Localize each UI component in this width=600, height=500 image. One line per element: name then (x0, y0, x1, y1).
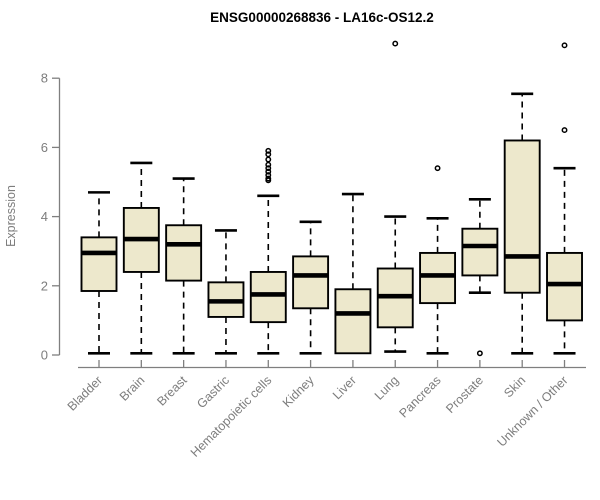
x-label-liver: Liver (330, 373, 359, 402)
outlier-point-hematopoietic-cells (265, 175, 272, 182)
boxplot-kidney (292, 220, 330, 355)
y-tick-label: 0 (41, 348, 48, 363)
boxplot-skin (503, 92, 541, 355)
x-label-pancreas: Pancreas (396, 373, 443, 420)
x-label-hematopoietic-cells: Hematopoietic cells (188, 373, 275, 460)
outlier-point-hematopoietic-cells (265, 161, 272, 168)
x-label-kidney: Kidney (280, 373, 317, 410)
x-label-bladder: Bladder (65, 373, 105, 413)
chart-title: ENSG00000268836 - LA16c-OS12.2 (210, 10, 434, 25)
x-label-group: Lung (372, 373, 402, 403)
y-axis: 0 2 4 6 8 (41, 71, 61, 363)
iqr-box-unknown-other (546, 251, 583, 322)
x-label-group: Bladder (65, 373, 105, 413)
x-label-brain: Brain (117, 373, 148, 404)
boxplot-lung (376, 40, 414, 353)
x-label-prostate: Prostate (443, 373, 486, 416)
x-label-group: Skin (501, 373, 528, 400)
y-axis-title: Expression (4, 185, 18, 247)
x-label-group: Brain (117, 373, 148, 404)
y-tick-label: 4 (41, 209, 48, 224)
outlier-point-unknown-other (561, 42, 568, 49)
boxplot-liver (334, 192, 372, 355)
boxplot-unknown-other (546, 42, 583, 355)
x-label-group: Kidney (280, 373, 317, 410)
outlier-point-hematopoietic-cells (265, 156, 272, 163)
outlier-point-hematopoietic-cells (265, 172, 272, 179)
outlier-point-unknown-other (561, 127, 568, 134)
y-tick-label: 6 (41, 140, 48, 155)
boxplot-prostate (461, 198, 499, 357)
iqr-box-skin (503, 139, 541, 294)
outlier-point-hematopoietic-cells (265, 151, 272, 158)
x-label-group: Hematopoietic cells (188, 373, 275, 460)
iqr-box-liver (334, 288, 372, 355)
iqr-box-kidney (292, 255, 330, 310)
x-label-group: Gastric (194, 373, 232, 411)
x-label-gastric: Gastric (194, 373, 232, 411)
iqr-box-breast (165, 224, 203, 282)
iqr-box-hematopoietic-cells (249, 271, 287, 324)
boxes-layer (80, 40, 583, 357)
x-label-skin: Skin (501, 373, 528, 400)
y-tick-label: 2 (41, 278, 48, 293)
x-label-lung: Lung (372, 373, 402, 403)
boxplot-gastric (207, 229, 245, 355)
y-tick-label: 8 (41, 71, 48, 86)
outlier-point-hematopoietic-cells (265, 147, 272, 154)
boxplot-breast (165, 177, 203, 355)
outlier-point-lung (392, 40, 399, 47)
x-label-group: Prostate (443, 373, 486, 416)
iqr-box-prostate (461, 227, 499, 277)
x-label-breast: Breast (154, 373, 190, 409)
outlier-point-hematopoietic-cells (265, 168, 272, 175)
boxplot-bladder (80, 191, 118, 355)
x-label-group: Breast (154, 373, 190, 409)
boxplot-hematopoietic-cells (249, 147, 287, 355)
iqr-box-bladder (80, 236, 118, 292)
iqr-box-pancreas (419, 251, 457, 305)
outlier-point-pancreas (434, 165, 441, 172)
x-label-group: Pancreas (396, 373, 443, 420)
outlier-point-hematopoietic-cells (265, 165, 272, 172)
x-label-group: Liver (330, 373, 359, 402)
boxplot-brain (122, 161, 160, 355)
outlier-point-prostate (476, 350, 483, 357)
boxplot-pancreas (419, 165, 457, 355)
